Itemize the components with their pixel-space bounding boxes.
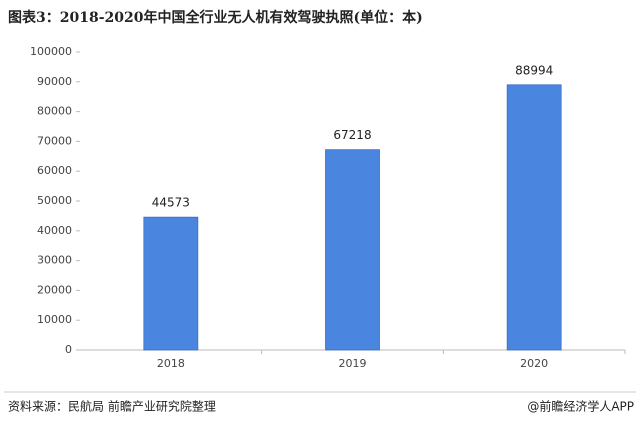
y-tick-label: 0 <box>65 343 72 356</box>
y-tick-label: 50000 <box>37 194 72 207</box>
y-tick-label: 60000 <box>37 164 72 177</box>
y-tick-label: 30000 <box>37 254 72 267</box>
data-label: 88994 <box>515 63 553 77</box>
data-label: 67218 <box>333 128 371 142</box>
bar <box>143 216 199 351</box>
y-tick-label: 70000 <box>37 134 72 147</box>
y-tick-label: 100000 <box>30 45 72 58</box>
x-tick-label: 2020 <box>520 357 548 370</box>
source-note: 资料来源：民航局 前瞻产业研究院整理 <box>8 399 216 414</box>
bar <box>506 84 562 351</box>
credit: @前瞻经济学人APP <box>527 399 634 414</box>
bar <box>325 149 380 351</box>
x-tick-label: 2019 <box>339 357 367 370</box>
chart-title: 图表3：2018-2020年中国全行业无人机有效驾驶执照(单位：本) <box>8 9 423 26</box>
y-tick-label: 20000 <box>37 283 72 296</box>
y-tick-label: 90000 <box>37 75 72 88</box>
x-tick-label: 2018 <box>157 357 185 370</box>
y-tick-label: 40000 <box>37 224 72 237</box>
y-tick-label: 80000 <box>37 105 72 118</box>
data-label: 44573 <box>152 196 190 210</box>
y-tick-label: 10000 <box>37 313 72 326</box>
